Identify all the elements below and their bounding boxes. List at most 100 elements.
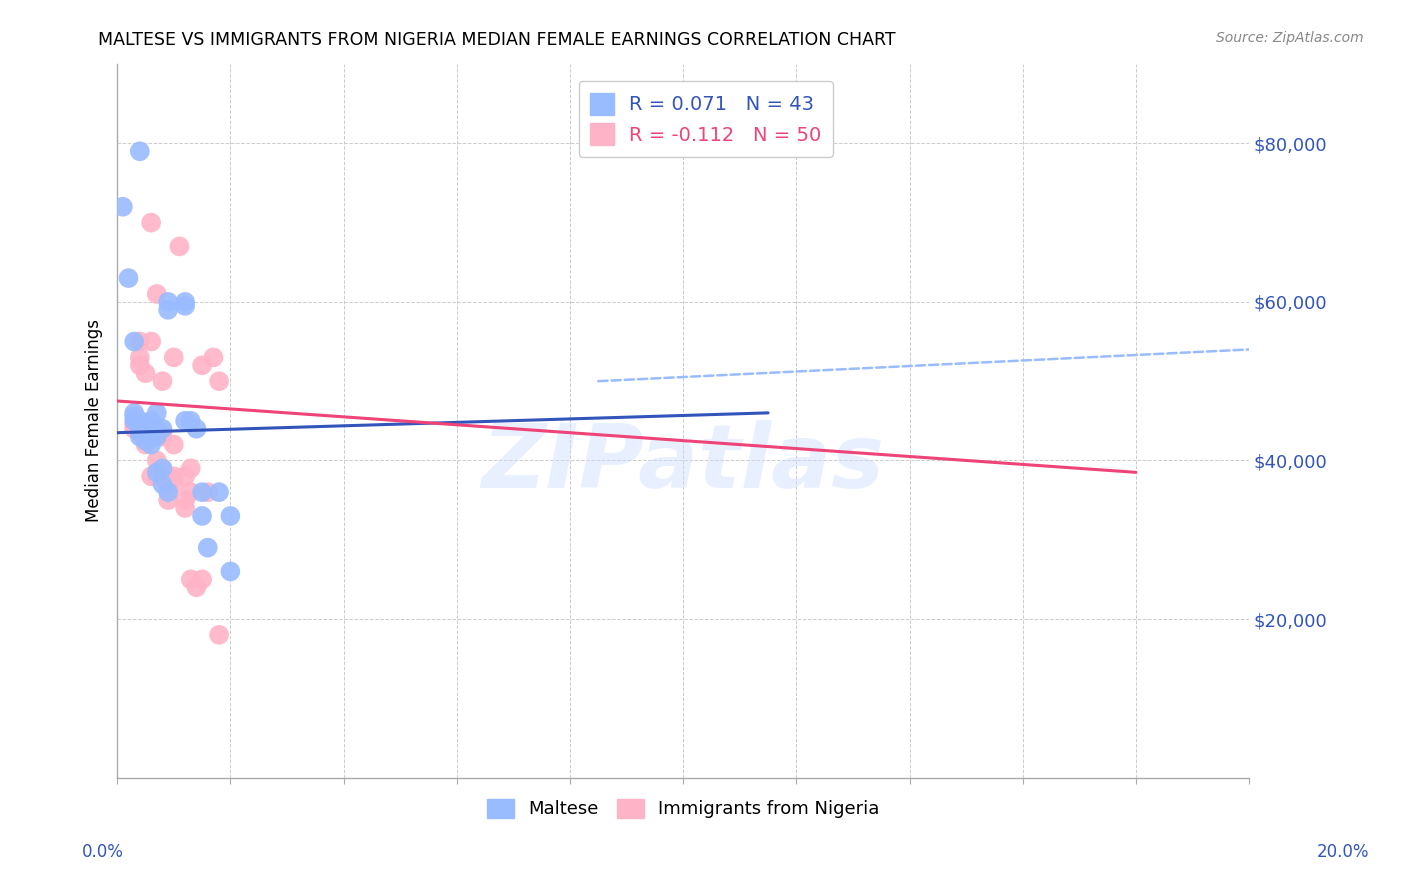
Point <box>122 414 145 428</box>
Point <box>152 477 174 491</box>
Text: ZIPatlas: ZIPatlas <box>482 420 884 508</box>
Point <box>152 425 174 440</box>
Point <box>134 366 156 380</box>
Point <box>141 430 163 444</box>
Point <box>111 200 134 214</box>
Point <box>141 425 163 440</box>
Text: 20.0%: 20.0% <box>1316 843 1369 861</box>
Point <box>122 417 145 432</box>
Point <box>128 422 150 436</box>
Point <box>180 414 202 428</box>
Point <box>208 485 231 500</box>
Point <box>122 409 145 424</box>
Point <box>134 425 156 440</box>
Point <box>152 422 174 436</box>
Point <box>141 469 163 483</box>
Point <box>174 299 197 313</box>
Point <box>134 437 156 451</box>
Point <box>141 334 163 349</box>
Point <box>191 573 214 587</box>
Text: Source: ZipAtlas.com: Source: ZipAtlas.com <box>1216 31 1364 45</box>
Point <box>146 453 169 467</box>
Point <box>180 461 202 475</box>
Point <box>152 461 174 475</box>
Point <box>197 485 219 500</box>
Legend: Maltese, Immigrants from Nigeria: Maltese, Immigrants from Nigeria <box>479 792 887 826</box>
Point <box>141 425 163 440</box>
Point <box>186 580 208 594</box>
Point <box>157 469 180 483</box>
Point <box>146 287 169 301</box>
Point <box>174 414 197 428</box>
Point <box>128 417 150 432</box>
Point <box>146 406 169 420</box>
Point <box>208 374 231 388</box>
Point <box>152 374 174 388</box>
Point <box>152 461 174 475</box>
Point <box>157 302 180 317</box>
Point <box>219 565 242 579</box>
Point <box>134 430 156 444</box>
Point <box>191 359 214 373</box>
Point <box>134 417 156 432</box>
Point <box>157 485 180 500</box>
Point <box>152 430 174 444</box>
Point <box>157 493 180 508</box>
Point <box>134 434 156 448</box>
Point <box>152 469 174 483</box>
Point <box>202 351 225 365</box>
Point <box>141 422 163 436</box>
Point <box>141 430 163 444</box>
Point <box>128 425 150 440</box>
Point <box>208 628 231 642</box>
Point <box>128 430 150 444</box>
Point <box>134 430 156 444</box>
Point <box>180 485 202 500</box>
Point <box>174 469 197 483</box>
Text: 0.0%: 0.0% <box>82 843 124 861</box>
Point <box>141 414 163 428</box>
Point <box>141 216 163 230</box>
Point <box>163 437 186 451</box>
Point <box>134 422 156 436</box>
Text: MALTESE VS IMMIGRANTS FROM NIGERIA MEDIAN FEMALE EARNINGS CORRELATION CHART: MALTESE VS IMMIGRANTS FROM NIGERIA MEDIA… <box>98 31 896 49</box>
Point <box>146 430 169 444</box>
Point <box>174 294 197 309</box>
Point <box>122 422 145 436</box>
Point <box>174 493 197 508</box>
Point <box>146 466 169 480</box>
Point <box>117 271 139 285</box>
Point <box>163 351 186 365</box>
Point <box>128 351 150 365</box>
Point <box>128 359 150 373</box>
Point <box>128 425 150 440</box>
Point <box>122 334 145 349</box>
Point <box>219 508 242 523</box>
Y-axis label: Median Female Earnings: Median Female Earnings <box>86 319 103 523</box>
Point <box>134 434 156 448</box>
Point <box>197 541 219 555</box>
Point <box>134 422 156 436</box>
Point <box>128 334 150 349</box>
Point <box>128 414 150 428</box>
Point <box>157 477 180 491</box>
Point <box>134 417 156 432</box>
Point <box>180 573 202 587</box>
Point <box>146 422 169 436</box>
Point <box>122 406 145 420</box>
Point <box>146 425 169 440</box>
Point <box>141 437 163 451</box>
Point <box>186 422 208 436</box>
Point <box>174 501 197 516</box>
Point <box>169 239 191 253</box>
Point <box>141 422 163 436</box>
Point <box>163 477 186 491</box>
Point <box>128 422 150 436</box>
Point <box>191 485 214 500</box>
Point <box>146 469 169 483</box>
Point <box>157 294 180 309</box>
Point <box>191 508 214 523</box>
Point <box>128 145 150 159</box>
Point <box>163 469 186 483</box>
Point <box>146 422 169 436</box>
